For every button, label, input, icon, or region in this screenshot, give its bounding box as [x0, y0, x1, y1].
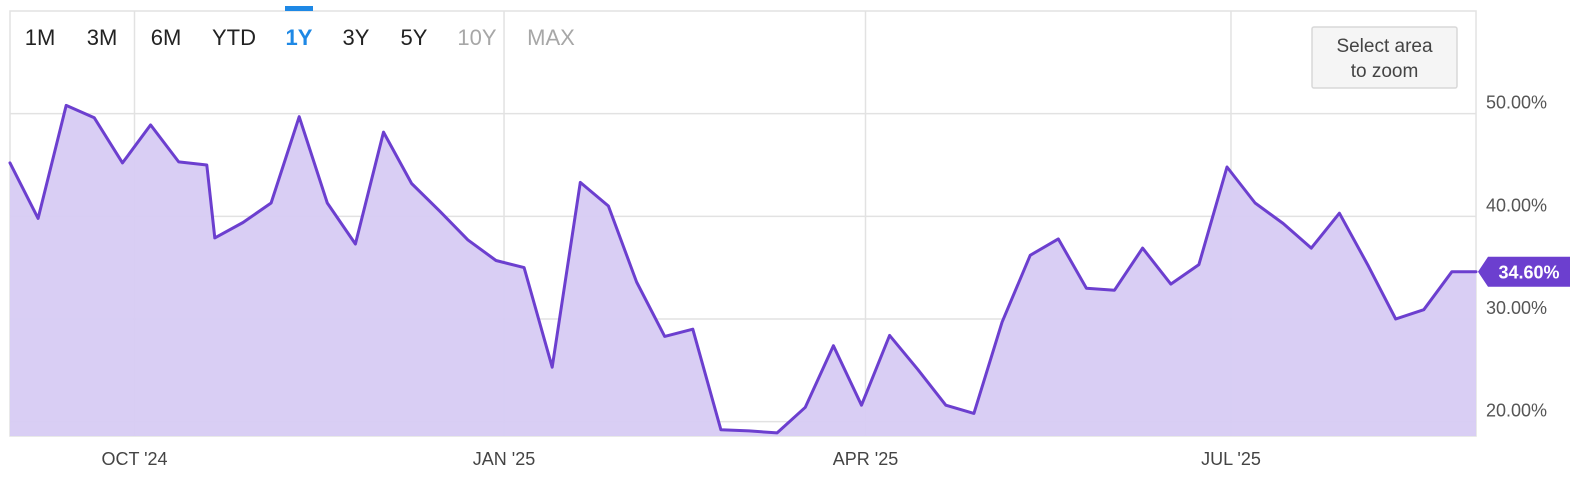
range-button-label: 3M [87, 25, 118, 50]
series-line [8, 103, 1478, 435]
range-button-label: 1Y [286, 25, 313, 50]
range-button-3y[interactable]: 3Y [343, 25, 370, 50]
y-tick-label: 50.00% [1486, 93, 1547, 113]
range-button-max: MAX [527, 25, 575, 50]
y-tick-label: 30.00% [1486, 298, 1547, 318]
range-button-1m[interactable]: 1M [25, 25, 56, 50]
range-button-label: YTD [212, 25, 256, 50]
x-tick-label: OCT '24 [101, 449, 167, 469]
range-button-label: 6M [151, 25, 182, 50]
plot-area [8, 103, 1478, 437]
range-button-ytd[interactable]: YTD [212, 25, 256, 50]
zoom-hint-line1: Select area [1336, 36, 1433, 57]
range-button-10y: 10Y [457, 25, 496, 50]
y-tick-label: 40.00% [1486, 195, 1547, 215]
current-value-label: 34.60% [1498, 263, 1559, 283]
zoom-hint-line2: to zoom [1351, 61, 1419, 82]
range-button-label: 3Y [343, 25, 370, 50]
x-tick-label: JAN '25 [473, 449, 535, 469]
range-button-3m[interactable]: 3M [87, 25, 118, 50]
y-tick-label: 20.00% [1486, 401, 1547, 421]
axes: 20.00% 30.00% 40.00% 50.00% OCT '24 JAN '25 AP… [101, 93, 1547, 469]
x-tick-label: JUL '25 [1201, 449, 1261, 469]
range-button-6m[interactable]: 6M [151, 25, 182, 50]
active-range-indicator [285, 6, 313, 11]
range-button-label: 1M [25, 25, 56, 50]
series-area [10, 105, 1476, 437]
current-value-badge-shape [1478, 256, 1570, 287]
range-button-1y[interactable]: 1Y [285, 6, 313, 50]
range-selector: 1M 3M 6M YTD 1Y 3Y 5Y 10Y MAX [25, 6, 575, 50]
range-button-label: MAX [527, 25, 575, 50]
x-tick-label: APR '25 [833, 449, 898, 469]
range-button-label: 5Y [401, 25, 428, 50]
zoom-hint-box[interactable]: Select area to zoom [1311, 26, 1458, 89]
range-button-5y[interactable]: 5Y [401, 25, 428, 50]
current-value-badge: 34.60% [1478, 256, 1570, 287]
range-button-label: 10Y [457, 25, 496, 50]
